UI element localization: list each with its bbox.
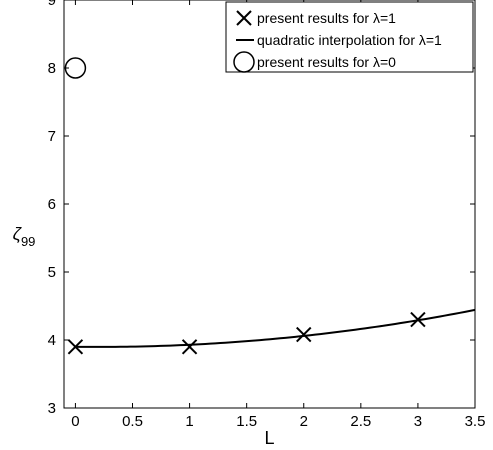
y-axis-label-subscript: 99 (21, 234, 35, 249)
x-marker (296, 326, 312, 343)
legend-x-icon (236, 10, 252, 26)
x-marker-stroke (296, 326, 312, 343)
x-tick-label: 3 (414, 413, 422, 430)
x-marker (410, 311, 426, 328)
x-marker (67, 339, 84, 355)
circle-marker (64, 57, 87, 79)
y-tick-labels: 3 4 5 6 7 8 9 (48, 0, 56, 417)
x-tick-labels: 0 0.5 1 1.5 2 2.5 3 3.5 (71, 413, 485, 430)
x-tick-label: 0.5 (122, 413, 143, 430)
lambda1-markers (67, 311, 426, 355)
legend-box (225, 1, 474, 73)
x-tick-label: 0 (71, 413, 79, 430)
y-tick-label: 6 (48, 196, 56, 213)
x-tick-label: 3.5 (465, 413, 486, 430)
y-axis-label-main: ζ (13, 224, 23, 244)
x-marker (181, 339, 198, 355)
legend-label: present results for λ=1 (257, 10, 396, 26)
x-tick-label: 2 (300, 413, 308, 430)
legend-label: quadratic interpolation for λ=1 (257, 32, 442, 48)
legend-label: present results for λ=0 (257, 54, 396, 70)
y-tick-label: 9 (48, 0, 56, 9)
lambda0-markers (64, 57, 87, 79)
quadratic-fit-line (75, 308, 476, 348)
legend: present results for λ=1 quadratic interpo… (225, 1, 474, 73)
y-tick-label: 4 (48, 332, 56, 349)
x-marker-stroke (67, 339, 84, 355)
y-tick-label: 3 (48, 400, 56, 417)
y-tick-label: 8 (48, 60, 56, 77)
x-tick-label: 1 (185, 413, 193, 430)
y-axis-label: ζ99 (13, 224, 36, 249)
x-marker-stroke (181, 339, 198, 355)
y-tick-label: 7 (48, 128, 56, 145)
x-axis-label: L (264, 428, 274, 448)
x-tick-label: 1.5 (236, 413, 257, 430)
y-tick-label: 5 (48, 264, 56, 281)
legend-circle-icon (233, 51, 255, 73)
legend-x-stroke (236, 10, 252, 26)
x-tick-label: 2.5 (350, 413, 371, 430)
x-marker-stroke (410, 311, 426, 328)
